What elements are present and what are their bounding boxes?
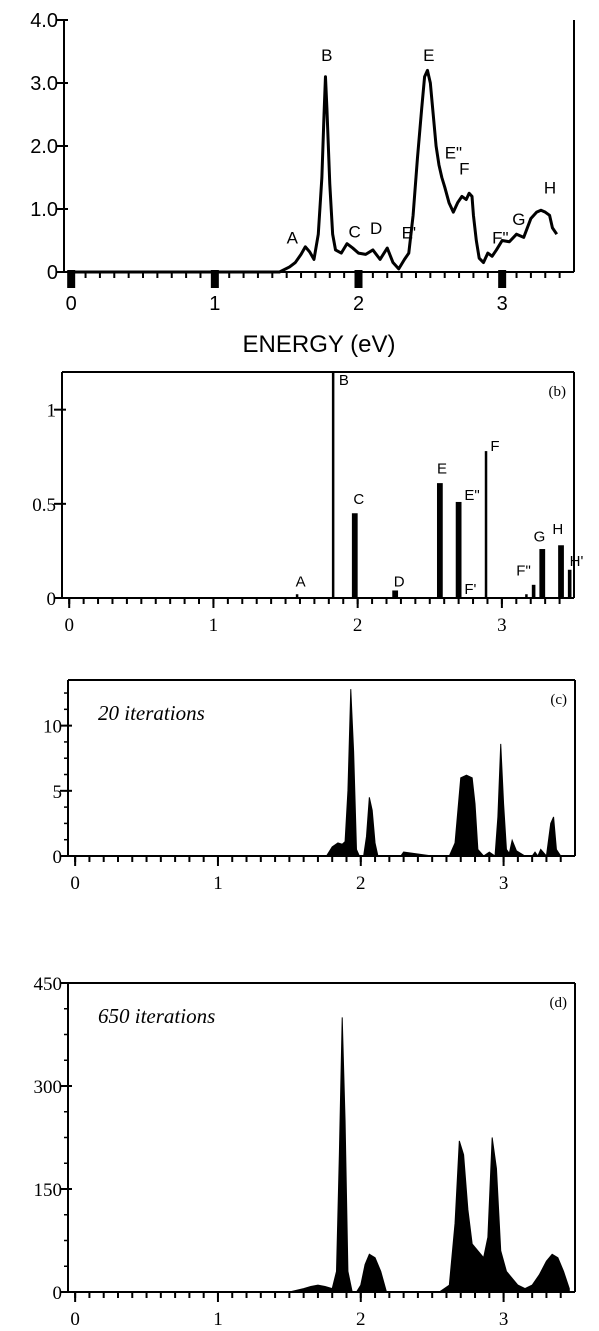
- x-tick-label: 3: [497, 293, 508, 315]
- x-tick-label: 2: [356, 873, 366, 894]
- bar: [331, 372, 335, 598]
- peak-label: F": [492, 229, 508, 248]
- peak-label: F': [464, 581, 476, 598]
- spectrum-area: [303, 689, 562, 858]
- peak-label: C: [353, 491, 364, 508]
- x-tick-label: 3: [499, 873, 509, 894]
- bar: [558, 545, 564, 598]
- iterations-label: 650 iterations: [98, 1004, 215, 1028]
- peak-label: G: [512, 210, 525, 229]
- bar: [295, 594, 299, 598]
- x-major-tick: [67, 270, 76, 288]
- bar: [351, 513, 358, 598]
- y-tick-label: 450: [34, 974, 63, 995]
- y-tick-label: 0.5: [32, 495, 56, 516]
- y-tick-label: 2.0: [30, 136, 58, 158]
- y-tick-label: 0: [53, 1283, 63, 1304]
- peak-label: H: [544, 178, 556, 197]
- peak-label: C: [348, 222, 360, 241]
- peak-label: D: [370, 219, 382, 238]
- peak-label: B: [339, 372, 349, 389]
- panel-tag: (c): [550, 692, 567, 708]
- panel-tag: (d): [550, 995, 568, 1011]
- peak-label: E": [464, 487, 479, 504]
- peak-label: G: [534, 529, 546, 546]
- peak-label: E: [423, 46, 434, 65]
- peak-label: A: [287, 229, 299, 248]
- peak-label: H: [552, 521, 563, 538]
- x-tick-label: 0: [64, 615, 74, 636]
- x-major-tick: [498, 270, 507, 288]
- panel-c: 0 1 2 3 0 5 10 (c) 20 iterations: [43, 679, 576, 894]
- x-tick-label: 1: [209, 615, 219, 636]
- bar: [455, 501, 462, 598]
- bar: [525, 594, 528, 598]
- y-tick-label: 3.0: [30, 73, 58, 95]
- bar: [531, 584, 536, 598]
- panel-b: 0 1 2 3 0 0.5 1 A B C D E E" F' F F"G H H' (b): [32, 371, 584, 636]
- peak-label: E": [445, 144, 462, 163]
- y-tick-label: 1: [47, 401, 57, 422]
- bar: [484, 451, 488, 598]
- x-tick-label: 0: [66, 293, 77, 315]
- peak-label: H': [570, 553, 584, 570]
- peak-label: E': [402, 224, 417, 243]
- peak-label: A: [296, 574, 306, 591]
- x-tick-label: 3: [499, 1309, 509, 1330]
- y-tick-label: 0: [47, 589, 57, 610]
- peak-label: E: [437, 461, 447, 478]
- y-tick-label: 5: [53, 782, 63, 803]
- x-tick-label: 0: [70, 873, 80, 894]
- x-major-tick: [354, 270, 363, 288]
- peak-label: F: [459, 159, 469, 178]
- peak-label: F: [490, 438, 499, 455]
- panel-a: 0 1 2 3 0 1.0 2.0 3.0 4.0 A B C D E' E E"F F"GH ENERGY (e…: [30, 10, 575, 358]
- x-tick-label: 1: [209, 293, 220, 315]
- bar: [436, 483, 443, 598]
- peak-label: B: [321, 46, 332, 65]
- bar: [567, 569, 572, 598]
- x-tick-label: 2: [353, 615, 363, 636]
- x-tick-label: 3: [497, 615, 507, 636]
- x-major-tick: [210, 270, 219, 288]
- x-tick-label: 1: [213, 1309, 223, 1330]
- panel-d: 0 1 2 3 0 150 300 450 (d) 650 iterations: [34, 974, 576, 1330]
- y-tick-label: 1.0: [30, 199, 58, 221]
- x-tick-label: 0: [70, 1309, 80, 1330]
- y-tick-label: 4.0: [30, 10, 58, 32]
- x-tick-label: 1: [213, 873, 223, 894]
- spectrum-area: [289, 1017, 570, 1293]
- y-tick-label: 150: [34, 1180, 63, 1201]
- x-tick-label: 2: [356, 1309, 366, 1330]
- y-tick-label: 10: [43, 717, 62, 738]
- bar: [539, 549, 546, 598]
- bar: [392, 590, 399, 598]
- y-tick-label: 0: [47, 262, 58, 284]
- iterations-label: 20 iterations: [98, 701, 205, 725]
- x-axis-label: ENERGY (eV): [243, 331, 396, 358]
- x-tick-label: 2: [353, 293, 364, 315]
- peak-label: F": [516, 562, 531, 579]
- y-tick-label: 300: [34, 1077, 63, 1098]
- panel-tag: (b): [549, 384, 567, 400]
- peak-label: D: [394, 574, 405, 591]
- y-tick-label: 0: [53, 847, 63, 868]
- spectrum-line: [71, 68, 558, 274]
